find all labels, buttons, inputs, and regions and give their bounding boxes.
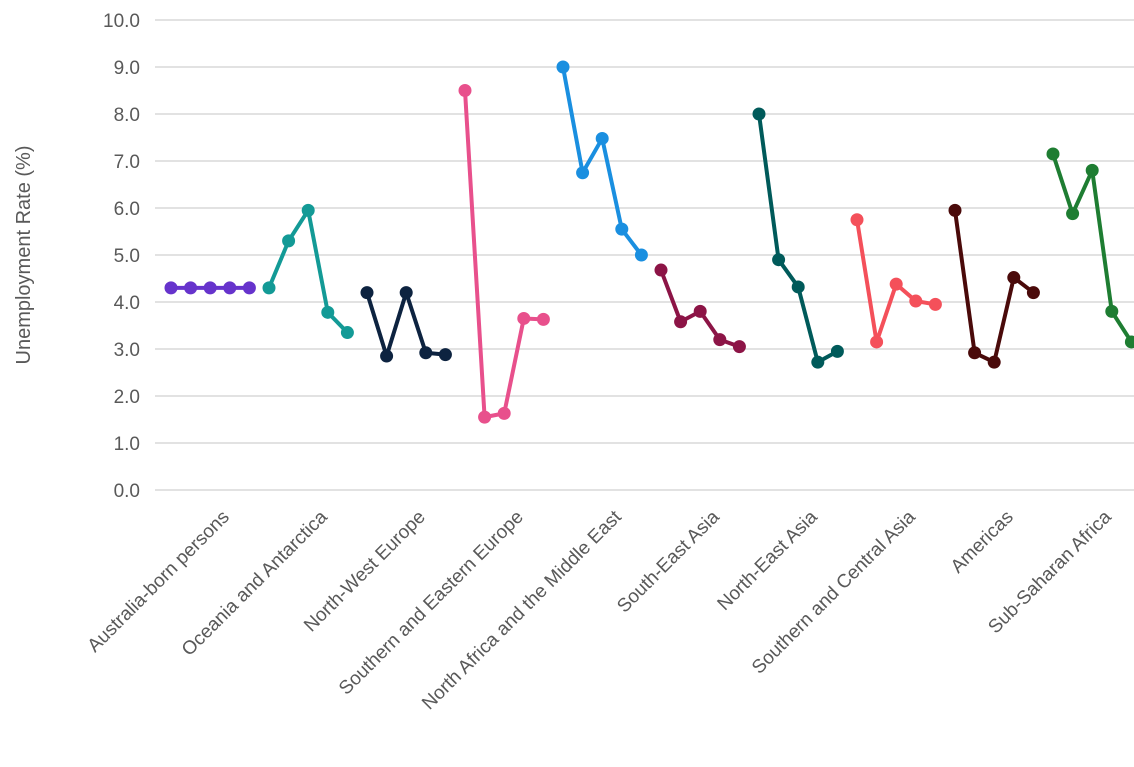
y-tick-label: 9.0 xyxy=(114,58,140,79)
data-point xyxy=(301,203,315,217)
data-point xyxy=(791,280,805,294)
series-americas xyxy=(948,203,1040,369)
data-point xyxy=(203,281,217,295)
series-south-east-asia xyxy=(654,263,746,354)
series-line xyxy=(463,88,546,420)
data-point xyxy=(772,253,786,267)
data-point xyxy=(968,346,982,360)
series-southern-and-eastern-europe xyxy=(458,84,550,424)
data-point xyxy=(497,406,511,420)
data-point xyxy=(909,294,923,308)
data-point xyxy=(850,213,864,227)
x-category-label: Southern and Central Asia xyxy=(748,506,920,678)
data-point xyxy=(948,203,962,217)
series-oceania-and-antarctica xyxy=(262,203,354,340)
data-point xyxy=(889,277,903,291)
y-axis-ticks: 0.0 1.0 2.0 3.0 4.0 5.0 6.0 7.0 8.0 9.0 10.0 xyxy=(103,11,140,502)
y-tick-label: 4.0 xyxy=(114,293,140,314)
data-point xyxy=(1007,271,1021,285)
data-point xyxy=(438,348,452,362)
data-point xyxy=(830,344,844,358)
data-point xyxy=(1085,163,1099,177)
data-point xyxy=(164,281,178,295)
series-southern-and-central-asia xyxy=(850,213,942,349)
data-point xyxy=(360,286,374,300)
data-point xyxy=(1124,335,1134,349)
data-point xyxy=(987,355,1001,369)
y-tick-label: 1.0 xyxy=(114,434,140,455)
y-tick-label: 2.0 xyxy=(114,387,140,408)
data-point xyxy=(517,311,531,325)
y-tick-label: 0.0 xyxy=(114,481,140,502)
x-category-label: North-East Asia xyxy=(714,506,822,614)
data-point xyxy=(321,305,335,319)
data-point xyxy=(713,333,727,347)
x-category-label: North Africa and the Middle East xyxy=(418,506,626,714)
series-line xyxy=(267,208,350,335)
data-point xyxy=(223,281,237,295)
series-group xyxy=(164,60,1134,424)
series-australia-born-persons xyxy=(164,281,256,295)
x-category-label: Americas xyxy=(947,507,1018,578)
series-line xyxy=(953,208,1036,365)
data-point xyxy=(399,286,413,300)
data-point xyxy=(184,281,198,295)
data-point xyxy=(1105,304,1119,318)
data-point xyxy=(732,340,746,354)
data-point xyxy=(1066,207,1080,221)
data-point xyxy=(536,312,550,326)
data-point xyxy=(556,60,570,74)
data-point xyxy=(478,410,492,424)
y-tick-label: 3.0 xyxy=(114,340,140,361)
y-tick-label: 6.0 xyxy=(114,199,140,220)
y-tick-label: 8.0 xyxy=(114,105,140,126)
data-point xyxy=(419,346,433,360)
data-point xyxy=(928,297,942,311)
data-point xyxy=(752,107,766,121)
data-point xyxy=(262,281,276,295)
y-tick-label: 10.0 xyxy=(103,11,140,32)
y-tick-label: 7.0 xyxy=(114,152,140,173)
series-north-east-asia xyxy=(752,107,844,369)
data-point xyxy=(634,248,648,262)
y-axis-title: Unemployment Rate (%) xyxy=(13,146,35,365)
y-tick-label: 5.0 xyxy=(114,246,140,267)
data-point xyxy=(340,326,354,340)
data-point xyxy=(595,131,609,145)
x-category-label: South-East Asia xyxy=(613,506,724,617)
data-point xyxy=(242,281,256,295)
data-point xyxy=(1026,286,1040,300)
data-point xyxy=(693,304,707,318)
x-category-label: Southern and Eastern Europe xyxy=(335,507,528,700)
series-line xyxy=(1051,151,1134,344)
series-sub-saharan-africa xyxy=(1046,147,1134,349)
data-point xyxy=(615,222,629,236)
data-point xyxy=(674,315,688,329)
series-north-west-europe xyxy=(360,286,452,363)
data-point xyxy=(870,335,884,349)
data-point xyxy=(458,84,472,97)
data-point xyxy=(380,349,394,363)
series-line xyxy=(757,112,840,365)
data-point xyxy=(282,234,296,248)
data-point xyxy=(1046,147,1060,161)
data-point xyxy=(811,355,825,369)
data-point xyxy=(654,263,668,277)
data-point xyxy=(576,166,590,180)
series-north-africa-and-the-middle-east xyxy=(556,60,648,262)
